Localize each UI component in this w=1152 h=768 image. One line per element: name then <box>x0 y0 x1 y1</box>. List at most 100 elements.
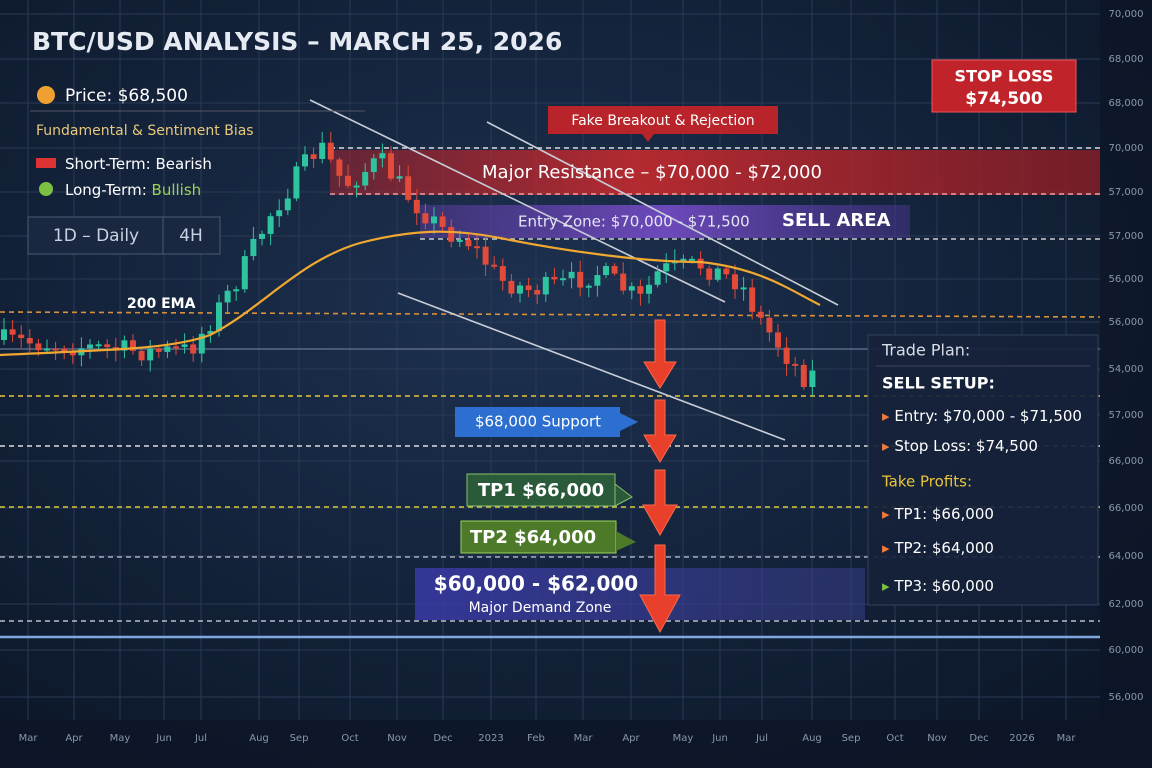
support-box <box>455 407 620 437</box>
x-axis-label: Jun <box>711 733 728 744</box>
x-axis-label: Dec <box>433 733 452 744</box>
tp1-label: TP1 $66,000 <box>478 480 604 501</box>
bull-icon <box>39 182 53 196</box>
y-axis-label: 66,000 <box>1109 456 1144 467</box>
price-icon <box>37 86 55 104</box>
stop-box <box>931 59 1077 113</box>
x-axis-label: Nov <box>927 733 947 744</box>
candle-body <box>594 275 601 286</box>
candle-body <box>327 142 334 160</box>
candle-body <box>474 246 480 249</box>
plan-entry: ▸ Entry: $70,000 - $71,500 <box>882 407 1082 425</box>
candle-body <box>405 176 412 200</box>
candle-body <box>87 344 93 349</box>
candle-body <box>757 311 764 318</box>
candle-body <box>448 226 455 242</box>
candle-body <box>190 344 197 354</box>
candle-body <box>732 274 738 290</box>
candle-body <box>637 286 644 294</box>
candle-body <box>69 352 76 356</box>
bullet: ▸ <box>882 539 894 557</box>
axis-bg <box>1100 0 1152 768</box>
candle-body <box>525 285 532 291</box>
plan-stop: ▸ Stop Loss: $74,500 <box>882 437 1038 455</box>
candle-body <box>18 334 25 339</box>
x-axis-label: Dec <box>969 733 988 744</box>
candle-body <box>130 340 136 351</box>
value: Stop Loss: $74,500 <box>894 437 1038 455</box>
candle-body <box>35 343 42 351</box>
x-axis-label: Sep <box>842 733 861 744</box>
x-axis-label: Sep <box>290 733 309 744</box>
y-axis-label: 64,000 <box>1109 551 1144 562</box>
x-axis-label: Nov <box>387 733 407 744</box>
x-axis-label: Aug <box>249 733 269 744</box>
candle-body <box>628 286 635 291</box>
y-axis-label: 70,000 <box>1109 143 1144 154</box>
candle-body <box>345 175 351 186</box>
tf-button[interactable] <box>162 216 221 255</box>
candle-body <box>1 329 7 340</box>
candle-body <box>207 331 214 334</box>
candle-body <box>577 271 584 288</box>
plan-tp-title: Take Profits: <box>881 473 972 491</box>
resistance-label: Major Resistance – $70,000 - $72,000 <box>482 162 822 183</box>
y-axis-label: 66,000 <box>1109 503 1144 514</box>
candle-body <box>233 289 240 292</box>
value: TP2: $64,000 <box>893 539 994 557</box>
support-label: $68,000 Support <box>475 413 601 431</box>
candle-body <box>689 258 695 261</box>
label: Short-Term: <box>65 155 151 173</box>
candle-body <box>482 246 489 265</box>
bullet: ▸ <box>882 577 894 595</box>
x-axis-label: Apr <box>65 733 83 744</box>
y-axis-label: 68,000 <box>1109 54 1144 65</box>
label: Long-Term: <box>65 181 147 199</box>
bear-icon <box>36 158 56 168</box>
x-axis-label: Mar <box>1057 733 1077 744</box>
sell-area: SELL AREA <box>782 210 891 231</box>
x-axis-label: Oct <box>341 733 358 744</box>
plan-setup: SELL SETUP: <box>882 374 995 393</box>
ema-label: 200 EMA <box>127 296 196 312</box>
candle-body <box>250 238 257 257</box>
candle-body <box>568 271 575 279</box>
x-axis-label: Mar <box>19 733 39 744</box>
ema-line <box>0 230 821 357</box>
arrows <box>639 319 681 634</box>
value: Bearish <box>155 155 211 173</box>
candle-body <box>508 280 515 294</box>
candle-body <box>697 258 704 269</box>
axes: 70,000 68,000 68,000 70,000 57,000 57,000 56,0… <box>19 9 1144 744</box>
bullet: ▸ <box>882 437 894 455</box>
candle-body <box>611 266 618 274</box>
plan-tp: ▸ TP3: $60,000 <box>882 577 994 595</box>
candle-body <box>800 364 807 388</box>
x-axis-label: 2026 <box>1009 733 1034 744</box>
pointer <box>614 482 633 507</box>
candle-body <box>353 185 360 188</box>
y-axis-label: 70,000 <box>1109 9 1144 20</box>
candle-body <box>603 266 609 276</box>
y-axis-label: 54,000 <box>1109 364 1144 375</box>
candle-body <box>388 153 394 179</box>
y-axis-label: 56,000 <box>1109 274 1144 285</box>
candle-body <box>723 268 730 275</box>
candle-body <box>362 172 369 186</box>
bias-title: Fundamental & Sentiment Bias <box>36 123 254 139</box>
stop-value: $74,500 <box>965 89 1043 109</box>
candle-body <box>224 290 231 303</box>
x-axis-label: Jul <box>194 733 207 744</box>
candle-body <box>783 347 790 364</box>
y-axis-label: 68,000 <box>1109 98 1144 109</box>
axis-bg <box>0 720 1152 768</box>
entry-label: Entry Zone: $70,000 - $71,500 <box>518 213 750 231</box>
candle-body <box>585 285 592 288</box>
breakout-box <box>548 106 778 134</box>
stop-label: STOP LOSS <box>955 67 1054 86</box>
breakout-label: Fake Breakout & Rejection <box>571 113 754 129</box>
bullet: ▸ <box>882 407 894 425</box>
y-axis-label: 56,000 <box>1109 317 1144 328</box>
candle-body <box>26 338 33 344</box>
candle-body <box>259 233 265 239</box>
